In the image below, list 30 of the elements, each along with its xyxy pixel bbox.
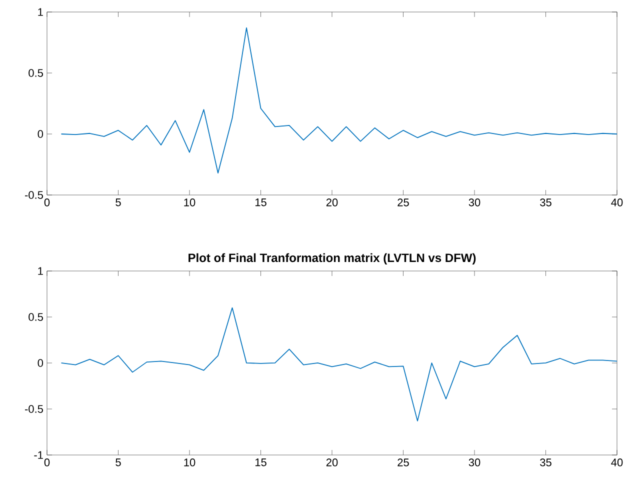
y-tick-label: -1: [34, 451, 43, 459]
x-tick-label: 40: [611, 458, 623, 466]
x-tick-label: 25: [398, 458, 409, 466]
x-tick-label: 40: [611, 198, 623, 206]
x-tick-label: 10: [184, 458, 196, 466]
chart-title: Plot of Final Tranformation matrix (LVTLN vs DFW): [188, 253, 476, 264]
x-tick-label: 15: [255, 198, 266, 206]
y-tick-label: 1: [38, 8, 43, 16]
x-tick-label: 10: [184, 198, 196, 206]
x-tick-label: 35: [540, 458, 552, 466]
y-tick-label: 0.5: [28, 313, 43, 321]
y-tick-label: 1: [38, 267, 43, 275]
y-tick-label: -0.5: [25, 191, 43, 199]
x-tick-label: 0: [44, 198, 50, 206]
x-tick-label: 35: [540, 198, 552, 206]
x-tick-label: 30: [468, 458, 480, 466]
x-tick-label: 0: [44, 458, 50, 466]
x-tick-label: 5: [116, 198, 121, 206]
x-tick-label: 20: [326, 198, 338, 206]
y-tick-label: 0: [38, 359, 44, 367]
x-tick-label: 5: [116, 458, 121, 466]
x-tick-label: 30: [468, 198, 480, 206]
x-tick-label: 15: [255, 458, 266, 466]
y-tick-label: 0: [38, 130, 44, 138]
line-series: [60, 27, 617, 174]
y-tick-label: 0.5: [28, 69, 43, 77]
x-tick-label: 25: [398, 198, 409, 206]
x-tick-label: 20: [326, 458, 338, 466]
line-series: [60, 307, 617, 422]
y-tick-label: -0.5: [25, 405, 43, 413]
